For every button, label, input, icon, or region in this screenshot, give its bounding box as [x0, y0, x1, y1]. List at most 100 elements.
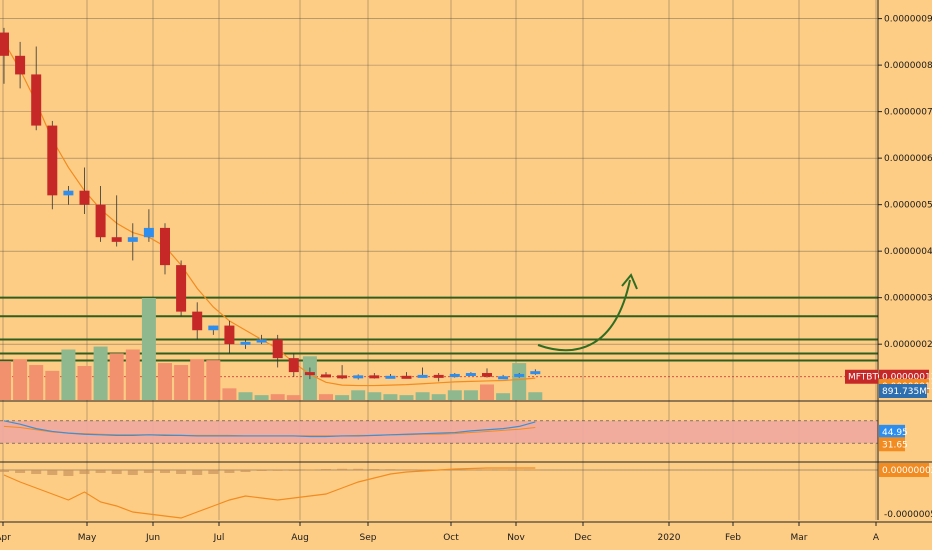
candle[interactable] [417, 367, 428, 378]
candlesticks[interactable] [0, 27, 541, 382]
volume-badge: 891.735M [882, 387, 927, 397]
volume-bar [431, 394, 446, 400]
volume-bar [399, 395, 414, 400]
volume-bar [319, 394, 333, 400]
candle[interactable] [0, 27, 9, 84]
candle[interactable] [530, 369, 541, 375]
macd-histogram-bar [160, 470, 170, 473]
candle-body [369, 375, 380, 379]
macd-histogram-bar [337, 468, 348, 470]
macd-histogram-bar [0, 470, 9, 472]
candle-body [31, 74, 42, 126]
candle[interactable] [321, 372, 331, 378]
volume-bar [77, 366, 92, 400]
candle[interactable] [31, 46, 42, 131]
candle[interactable] [385, 373, 396, 379]
volume-bar [93, 346, 108, 400]
candle-body [47, 125, 58, 196]
time-tick-label: Sep [360, 533, 377, 543]
symbol-badge: MFTBTC [848, 373, 884, 383]
candle[interactable] [63, 186, 74, 205]
macd-histogram-bar [79, 470, 90, 474]
time-tick-label: Aug [291, 533, 309, 543]
candle[interactable] [337, 365, 348, 380]
time-tick-label: 2020 [658, 533, 681, 543]
candle-body [498, 376, 509, 380]
candle[interactable] [288, 353, 299, 377]
volume-bar [254, 395, 269, 400]
macd-histogram-bar [417, 469, 428, 471]
candle[interactable] [176, 260, 187, 317]
candle-body [111, 237, 122, 242]
candle[interactable] [127, 223, 138, 261]
volume-bar [45, 370, 60, 400]
macd-histogram-bar [63, 470, 74, 476]
candle-body [176, 265, 187, 312]
rsi-panel [0, 420, 878, 444]
volume-bar [286, 395, 301, 400]
candle[interactable] [369, 373, 380, 379]
candle[interactable] [160, 223, 170, 275]
volume-bar [415, 392, 430, 400]
candle[interactable] [482, 368, 492, 378]
macd-histogram-bar [530, 469, 541, 471]
candle-body [385, 375, 396, 379]
candle-body [15, 55, 26, 75]
candle[interactable] [353, 374, 364, 380]
candle[interactable] [498, 374, 509, 380]
volume-bar [109, 353, 124, 400]
rsi-signal-badge-bg [879, 437, 905, 452]
candle[interactable] [256, 334, 267, 345]
candle[interactable] [272, 334, 283, 368]
macd-histogram-bar [127, 470, 138, 475]
candle[interactable] [95, 186, 106, 242]
volume-bar [447, 390, 462, 400]
candle[interactable] [208, 325, 219, 335]
volume-bar [496, 393, 511, 400]
axis-badges: MFTBTC0.000000130.00000011891.735M44.953… [845, 369, 932, 477]
time-tick-label: Jun [145, 533, 160, 543]
candle[interactable] [401, 372, 412, 379]
time-tick-label: A [873, 533, 880, 543]
macd-histogram-bar [47, 470, 58, 475]
candle[interactable] [192, 302, 203, 340]
macd-histogram-bar [256, 470, 267, 471]
macd-histogram-bar [514, 469, 525, 471]
macd-histogram-bar [369, 469, 380, 470]
candle[interactable] [15, 41, 26, 89]
macd-histogram-bar [240, 470, 251, 472]
candle-body [143, 227, 154, 238]
candle[interactable] [79, 167, 90, 214]
candle[interactable] [433, 373, 444, 382]
candle[interactable] [47, 120, 58, 210]
time-tick-label: May [78, 533, 97, 543]
macd-histogram-bar [143, 470, 154, 473]
candle[interactable] [449, 373, 460, 378]
macd-value-badge-bg [879, 463, 929, 477]
candle[interactable] [304, 367, 315, 380]
candle[interactable] [240, 339, 251, 349]
candle[interactable] [143, 209, 154, 242]
volume-bar [512, 363, 527, 400]
last-price-badge: 0.00000013 [882, 373, 932, 383]
macd-value-badge: 0.00000002 [882, 466, 932, 476]
candle-body [192, 311, 203, 331]
candle[interactable] [224, 320, 235, 354]
candle[interactable] [514, 373, 525, 378]
volume-bar [61, 349, 76, 400]
volume-bars [0, 298, 543, 400]
candle-body [465, 373, 476, 377]
candle-body [95, 204, 106, 238]
volume-bar [351, 390, 366, 400]
candle[interactable] [465, 372, 476, 377]
candle[interactable] [111, 195, 122, 247]
candle-body [321, 374, 331, 378]
volume-bar [383, 394, 398, 400]
macd-histogram-bar [288, 470, 299, 471]
